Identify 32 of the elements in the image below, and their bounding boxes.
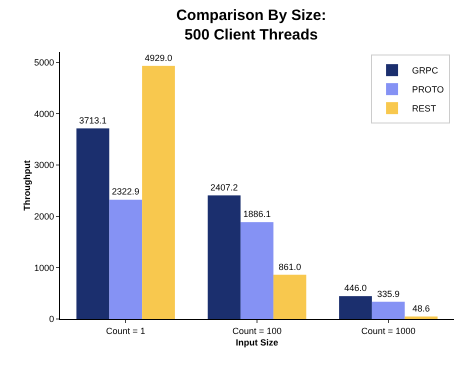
y-tick-label: 0 [49,314,54,324]
x-axis-title: Input Size [236,338,278,348]
y-tick-label: 1000 [34,262,54,273]
y-tick-label: 5000 [34,57,54,68]
data-label: 446.0 [344,283,367,294]
data-label: 335.9 [377,288,400,299]
x-tick-label: Count = 1000 [361,326,416,336]
bar [273,274,306,319]
data-label: 2322.9 [112,186,140,197]
bar [240,222,274,319]
bar [142,66,175,319]
data-label: 1886.1 [243,209,271,220]
x-tick-label: Count = 1 [106,326,146,336]
data-label: 2407.2 [210,182,238,192]
y-tick-label: 4000 [34,108,54,119]
bar [109,200,142,319]
bar [339,296,372,319]
bar [372,302,405,319]
data-label: 48.6 [412,304,430,314]
y-tick-label: 3000 [34,160,54,170]
x-tick-label: Count = 100 [232,326,282,336]
data-label: 4929.0 [144,52,172,63]
y-tick-label: 2000 [34,211,54,222]
data-label: 861.0 [278,262,302,272]
legend-label: GRPC [412,66,439,76]
legend-label: REST [412,104,437,114]
y-axis-title: Throughput [22,160,32,211]
chart-title: Comparison By Size: 500 Client Threads [176,7,326,44]
bar [208,195,241,319]
data-label: 3713.1 [79,115,107,126]
legend-label: PROTO [412,84,444,95]
bar [76,128,110,319]
